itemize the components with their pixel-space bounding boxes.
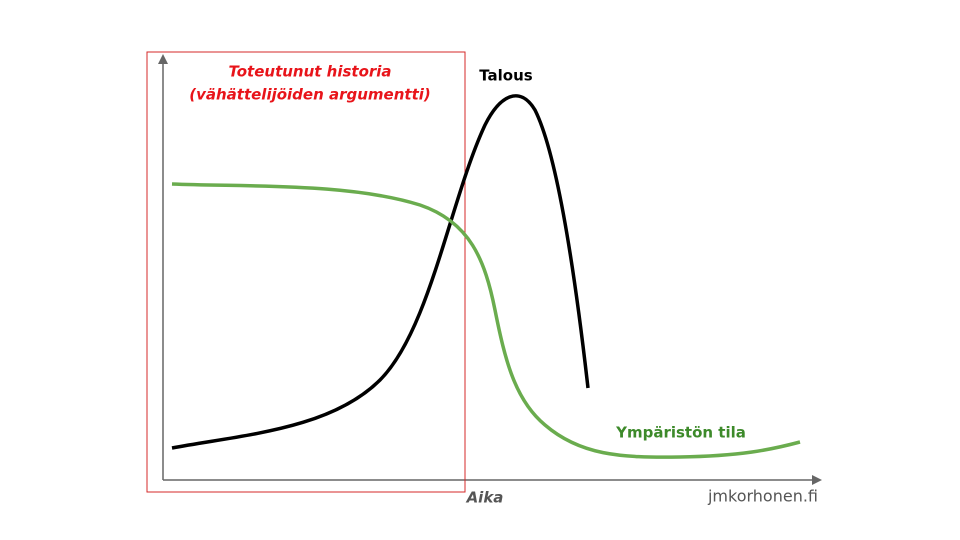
environment-label: Ympäristön tila [615, 424, 746, 442]
economy-label: Talous [479, 67, 533, 85]
box-title: Toteutunut historia [228, 63, 391, 81]
history-box [146, 51, 466, 493]
credit: jmkorhonen.fi [707, 487, 818, 506]
x-axis-label: Aika [466, 489, 504, 507]
box-title: (vähättelijöiden argumentti) [189, 86, 431, 104]
economy-curve [171, 94, 590, 450]
environment-curve [171, 182, 801, 459]
